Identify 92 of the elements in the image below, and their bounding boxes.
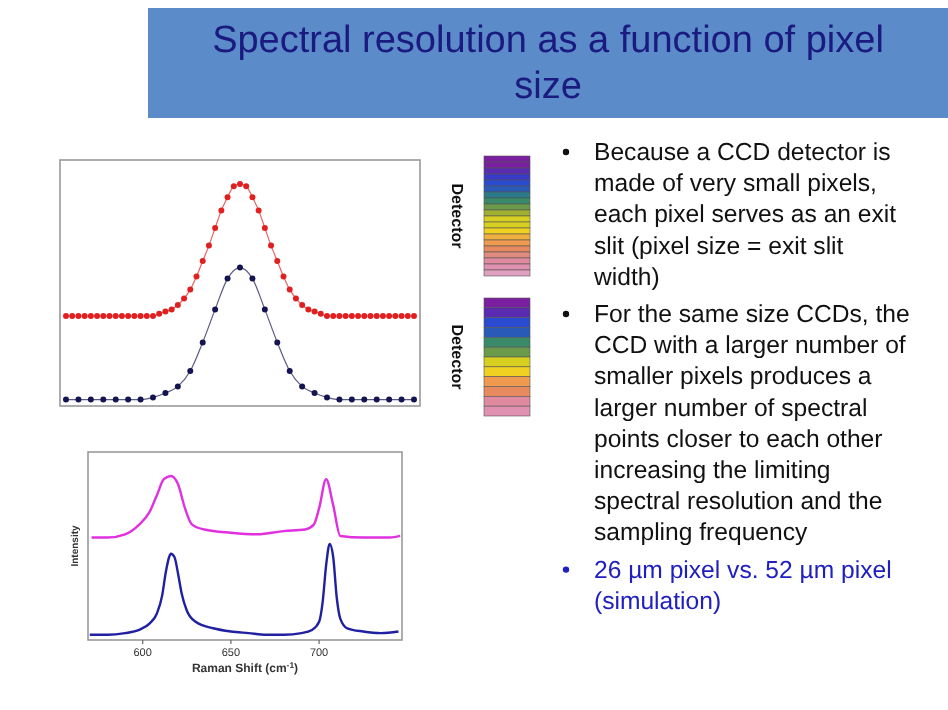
point [299,302,306,308]
point [404,313,411,319]
point [187,286,194,293]
point [311,390,318,396]
point [280,273,287,280]
point [373,313,380,319]
point [367,313,374,319]
point [292,295,299,302]
point [87,396,94,403]
point [398,396,405,403]
text: Detector [448,324,466,390]
point [125,313,132,319]
point [212,306,219,313]
point [118,313,125,319]
point [261,306,268,313]
point [237,264,243,271]
point [199,258,206,264]
point [143,313,150,319]
point [106,313,113,319]
point [187,368,194,374]
point [112,313,119,319]
point [212,225,219,231]
point [324,394,330,401]
point [305,306,312,313]
point [268,242,275,249]
point [230,183,237,190]
point [205,242,212,249]
point [261,225,268,231]
point [100,313,107,319]
point [162,390,169,396]
point [299,383,306,390]
point [336,396,343,403]
point [237,181,243,187]
point [150,394,156,401]
point [125,396,132,403]
point [379,313,386,319]
point [355,313,362,319]
point [286,286,293,293]
point [199,339,206,346]
point [87,313,94,319]
point [274,258,281,264]
point [361,396,368,403]
text: Because a CCD detector is made of very small pixels, each pixel serves as an exit slit (pixel size = exit slit width) [592,138,898,291]
point [286,368,293,374]
point [249,275,256,282]
point [131,313,138,319]
point [398,313,405,319]
point [162,308,169,315]
point [181,295,188,302]
point [336,313,343,319]
point [274,339,281,346]
point [411,396,417,403]
point [100,396,107,403]
point [75,396,82,403]
text: Spectral resolution as a function of pixel size [212,20,884,108]
point [361,313,368,319]
point [317,310,324,317]
point [392,313,399,319]
point [156,310,163,317]
point [112,396,119,403]
point [137,313,144,319]
point [69,313,76,319]
point [63,396,69,403]
point [386,396,393,403]
text: 26 µm pixel vs. 52 µm pixel (simulation) [594,555,892,615]
point [218,207,225,214]
point [224,275,231,282]
point [174,383,181,390]
point [342,313,349,319]
point [81,313,88,319]
point [137,396,144,403]
text: For the same size CCDs, the CCD with a larger number of smaller pixels produces a larger number of spectral points closer to each other increasing the limiting spectral resolution and the sampling frequency [594,300,911,547]
point [75,313,82,319]
point [249,194,256,201]
point [255,207,262,214]
point [224,194,231,201]
text: Detector [448,183,466,249]
point [386,313,393,319]
point [63,313,69,319]
point [174,302,181,308]
point [94,313,101,319]
point [411,313,417,319]
point [330,313,337,319]
point [324,313,330,319]
point [168,306,175,313]
point [150,313,156,319]
point [348,396,355,403]
point [348,313,355,319]
point [373,396,380,403]
point [311,308,318,315]
point [193,273,200,280]
point [243,183,250,190]
